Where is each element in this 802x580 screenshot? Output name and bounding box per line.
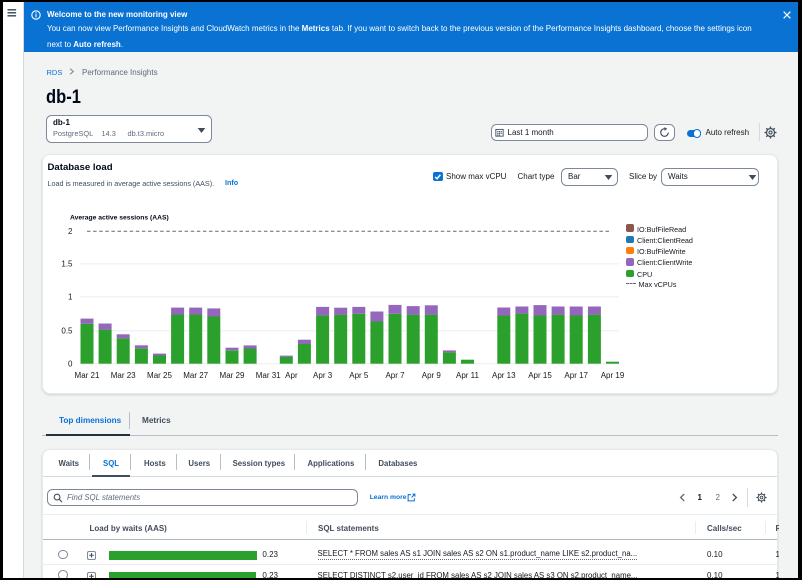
svg-text:Apr: Apr [285,371,298,380]
svg-text:Apr 7: Apr 7 [385,371,405,380]
svg-text:1.5: 1.5 [61,260,73,269]
svg-text:2: 2 [68,227,73,236]
svg-text:1: 1 [68,293,73,302]
svg-text:Apr 5: Apr 5 [349,371,369,380]
svg-text:Mar 31: Mar 31 [256,371,281,380]
svg-text:Apr 9: Apr 9 [422,371,442,380]
svg-text:Mar 25: Mar 25 [147,371,172,380]
svg-text:Mar 29: Mar 29 [220,371,245,380]
svg-text:Apr 17: Apr 17 [564,371,588,380]
svg-text:Mar 23: Mar 23 [111,371,136,380]
svg-text:Average active sessions (AAS): Average active sessions (AAS) [70,215,169,222]
svg-text:Apr 11: Apr 11 [456,371,480,380]
svg-text:Apr 13: Apr 13 [492,371,516,380]
svg-text:Apr 3: Apr 3 [313,371,333,380]
svg-text:Mar 21: Mar 21 [75,371,100,380]
svg-text:0: 0 [68,360,73,369]
svg-text:0.5: 0.5 [61,327,73,336]
svg-text:Mar 27: Mar 27 [183,371,208,380]
svg-text:Apr 19: Apr 19 [601,371,625,380]
svg-text:Apr 15: Apr 15 [528,371,552,380]
